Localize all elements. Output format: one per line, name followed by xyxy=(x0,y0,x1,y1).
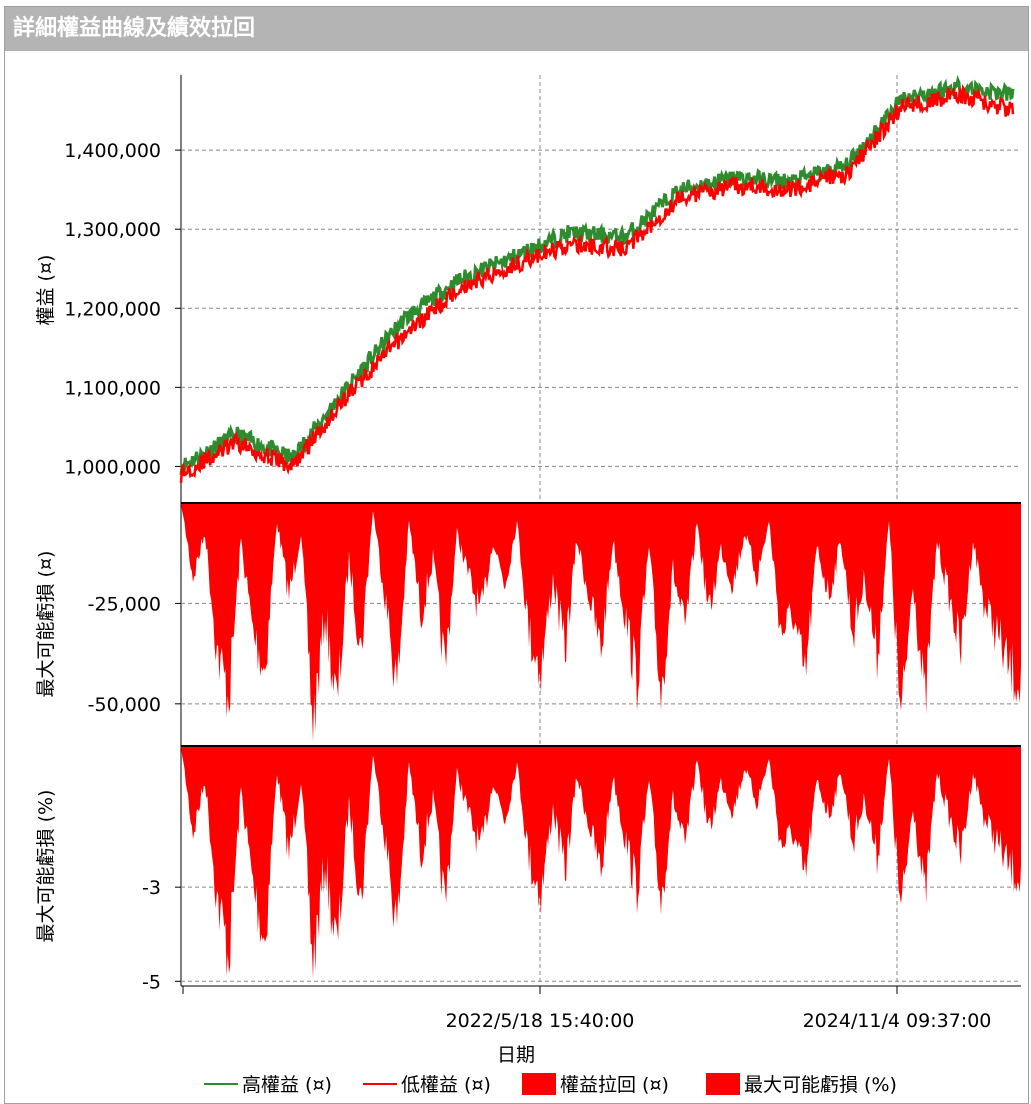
y-axis-label: 最大可能虧損 (¤) xyxy=(35,551,57,698)
legend-swatch-box xyxy=(522,1073,556,1095)
y-tick-label: 1,300,000 xyxy=(64,219,161,241)
legend-label: 低權益 (¤) xyxy=(401,1074,491,1096)
y-tick-label: 1,100,000 xyxy=(64,377,161,399)
y-tick-label: -50,000 xyxy=(88,694,161,716)
legend-swatch-box xyxy=(706,1073,740,1095)
y-tick-label: -25,000 xyxy=(88,593,161,615)
series-low-equity-line xyxy=(179,83,1015,484)
x-axis-label: 日期 xyxy=(497,1044,535,1066)
window-title: 詳細權益曲線及績效拉回 xyxy=(5,7,1028,51)
legend-label: 最大可能虧損 (%) xyxy=(744,1074,897,1096)
series-drawdown-amount-area xyxy=(181,503,1021,742)
y-tick-label: 1,000,000 xyxy=(64,456,161,478)
y-axis-label: 權益 (¤) xyxy=(35,255,57,326)
y-tick-label: 1,200,000 xyxy=(64,298,161,320)
y-axis-label: 最大可能虧損 (%) xyxy=(35,790,57,943)
x-tick-label: 2022/5/18 15:40:00 xyxy=(446,1010,635,1032)
y-tick-label: 1,400,000 xyxy=(64,140,161,162)
series-high-equity-line xyxy=(179,74,1015,476)
x-tick-label: 2024/11/4 09:37:00 xyxy=(803,1010,992,1032)
y-tick-label: -3 xyxy=(142,877,161,899)
legend-label: 高權益 (¤) xyxy=(242,1074,332,1096)
series-drawdown-percent-area xyxy=(181,746,1021,980)
legend-label: 權益拉回 (¤) xyxy=(560,1074,669,1096)
y-tick-label: -5 xyxy=(142,971,161,993)
